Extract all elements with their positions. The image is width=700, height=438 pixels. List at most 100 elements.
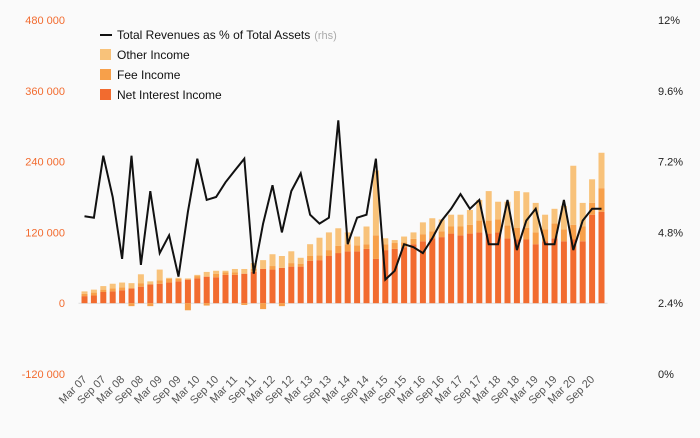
bar-other-income-jun-14 (354, 237, 360, 246)
bar-fee-income-jun-15 (392, 243, 398, 249)
bar-other-income-jun-07 (91, 290, 97, 293)
bar-net-interest-income-jun-20 (580, 241, 586, 303)
bar-net-interest-income-mar-17 (458, 235, 464, 303)
bar-other-income-dec-08 (147, 281, 153, 284)
bar-fee-income-mar-19 (533, 232, 539, 244)
bar-net-interest-income-mar-14 (345, 251, 351, 303)
bar-other-income-dec-16 (448, 215, 454, 227)
legend-item-net-interest-income: Net Interest Income (100, 88, 222, 102)
bar-fee-income-jun-12 (279, 303, 285, 306)
bar-fee-income-dec-11 (260, 303, 266, 309)
bar-fee-income-dec-09 (185, 303, 191, 310)
bar-fee-income-dec-10 (223, 273, 229, 275)
bar-net-interest-income-mar-12 (270, 270, 276, 304)
bar-other-income-mar-20 (570, 166, 576, 225)
bar-net-interest-income-dec-07 (110, 291, 116, 303)
bar-other-income-mar-12 (270, 254, 276, 266)
bar-other-income-mar-17 (458, 215, 464, 227)
bar-net-interest-income-mar-11 (232, 275, 238, 303)
bar-fee-income-sep-09 (176, 279, 182, 281)
bar-other-income-dec-07 (110, 284, 116, 289)
bar-fee-income-mar-11 (232, 273, 238, 275)
bar-net-interest-income-dec-16 (448, 234, 454, 304)
bar-other-income-dec-20 (599, 153, 605, 188)
right-axis-tick-label: 7.2% (658, 157, 683, 169)
bar-fee-income-jun-09 (166, 279, 172, 283)
legend-item-other-income: Other Income (100, 48, 190, 62)
bar-other-income-sep-14 (364, 227, 370, 245)
bar-fee-income-dec-08 (147, 303, 153, 306)
bar-net-interest-income-sep-11 (251, 272, 257, 303)
bar-net-interest-income-mar-13 (307, 261, 313, 303)
bar-net-interest-income-sep-07 (100, 292, 106, 303)
bar-other-income-sep-07 (100, 286, 106, 290)
bar-net-interest-income-jun-10 (204, 277, 210, 304)
bar-fee-income-sep-07 (100, 290, 106, 292)
bar-fee-income-sep-13 (326, 250, 332, 256)
legend: Total Revenues as % of Total Assets(rhs)… (100, 28, 337, 102)
bar-net-interest-income-jun-16 (429, 238, 435, 303)
left-axis-tick-label: 0 (59, 298, 65, 310)
bar-fee-income-sep-14 (364, 244, 370, 249)
bar-fee-income-dec-19 (561, 229, 567, 241)
bar-other-income-mar-13 (307, 244, 313, 256)
bar-fee-income-sep-12 (288, 263, 294, 267)
bar-other-income-jun-08 (129, 283, 135, 288)
bar-net-interest-income-mar-19 (533, 244, 539, 303)
bar-fee-income-sep-10 (213, 274, 219, 278)
bar-other-income-jun-12 (279, 256, 285, 268)
bar-net-interest-income-dec-09 (185, 280, 191, 304)
bar-fee-income-mar-08 (119, 287, 125, 290)
bar-fee-income-mar-12 (270, 266, 276, 270)
bar-net-interest-income-jun-12 (279, 268, 285, 303)
legend-swatch (100, 69, 111, 80)
bar-net-interest-income-dec-11 (260, 269, 266, 303)
bar-other-income-jun-19 (542, 215, 548, 230)
bar-net-interest-income-jun-19 (542, 241, 548, 303)
bar-fee-income-dec-16 (448, 227, 454, 234)
bar-fee-income-jun-13 (317, 255, 323, 260)
bar-net-interest-income-jun-13 (317, 260, 323, 303)
bar-net-interest-income-dec-15 (411, 244, 417, 303)
bar-other-income-sep-15 (401, 237, 407, 243)
bar-other-income-mar-18 (495, 202, 501, 220)
bar-other-income-mar-16 (420, 222, 426, 234)
legend-label: Other Income (117, 48, 190, 62)
legend-swatch (100, 89, 111, 100)
bar-fee-income-mar-14 (345, 244, 351, 251)
bar-fee-income-dec-07 (110, 288, 116, 291)
bar-other-income-dec-09 (185, 278, 191, 279)
bar-other-income-sep-12 (288, 251, 294, 263)
bar-other-income-sep-18 (514, 191, 520, 228)
bar-fee-income-dec-15 (411, 239, 417, 244)
bar-fee-income-mar-07 (82, 294, 88, 296)
legend-rhs-tag: (rhs) (314, 30, 337, 42)
left-axis-tick-label: 360 000 (25, 86, 65, 98)
bar-net-interest-income-sep-10 (213, 277, 219, 303)
bar-net-interest-income-mar-08 (119, 290, 125, 303)
bar-net-interest-income-sep-15 (401, 247, 407, 303)
bar-net-interest-income-sep-09 (176, 281, 182, 303)
bar-other-income-sep-10 (213, 271, 219, 274)
bar-other-income-dec-13 (335, 228, 341, 246)
bar-net-interest-income-dec-19 (561, 241, 567, 303)
bar-fee-income-dec-13 (335, 246, 341, 253)
bar-net-interest-income-jun-09 (166, 283, 172, 304)
bar-fee-income-mar-10 (194, 276, 200, 278)
right-axis-tick-label: 0% (658, 369, 674, 381)
bar-net-interest-income-sep-08 (138, 287, 144, 304)
bar-fee-income-jun-14 (354, 245, 360, 251)
bar-fee-income-mar-17 (458, 227, 464, 236)
bar-net-interest-income-mar-10 (194, 278, 200, 303)
bar-other-income-mar-11 (232, 269, 238, 273)
bar-net-interest-income-dec-18 (523, 239, 529, 303)
bar-other-income-sep-08 (138, 274, 144, 283)
bar-other-income-mar-10 (194, 275, 200, 276)
bar-net-interest-income-dec-20 (599, 212, 605, 303)
bar-other-income-sep-09 (176, 278, 182, 279)
bar-fee-income-dec-14 (373, 235, 379, 259)
bar-other-income-dec-17 (486, 191, 492, 221)
bar-net-interest-income-jun-18 (505, 238, 511, 303)
